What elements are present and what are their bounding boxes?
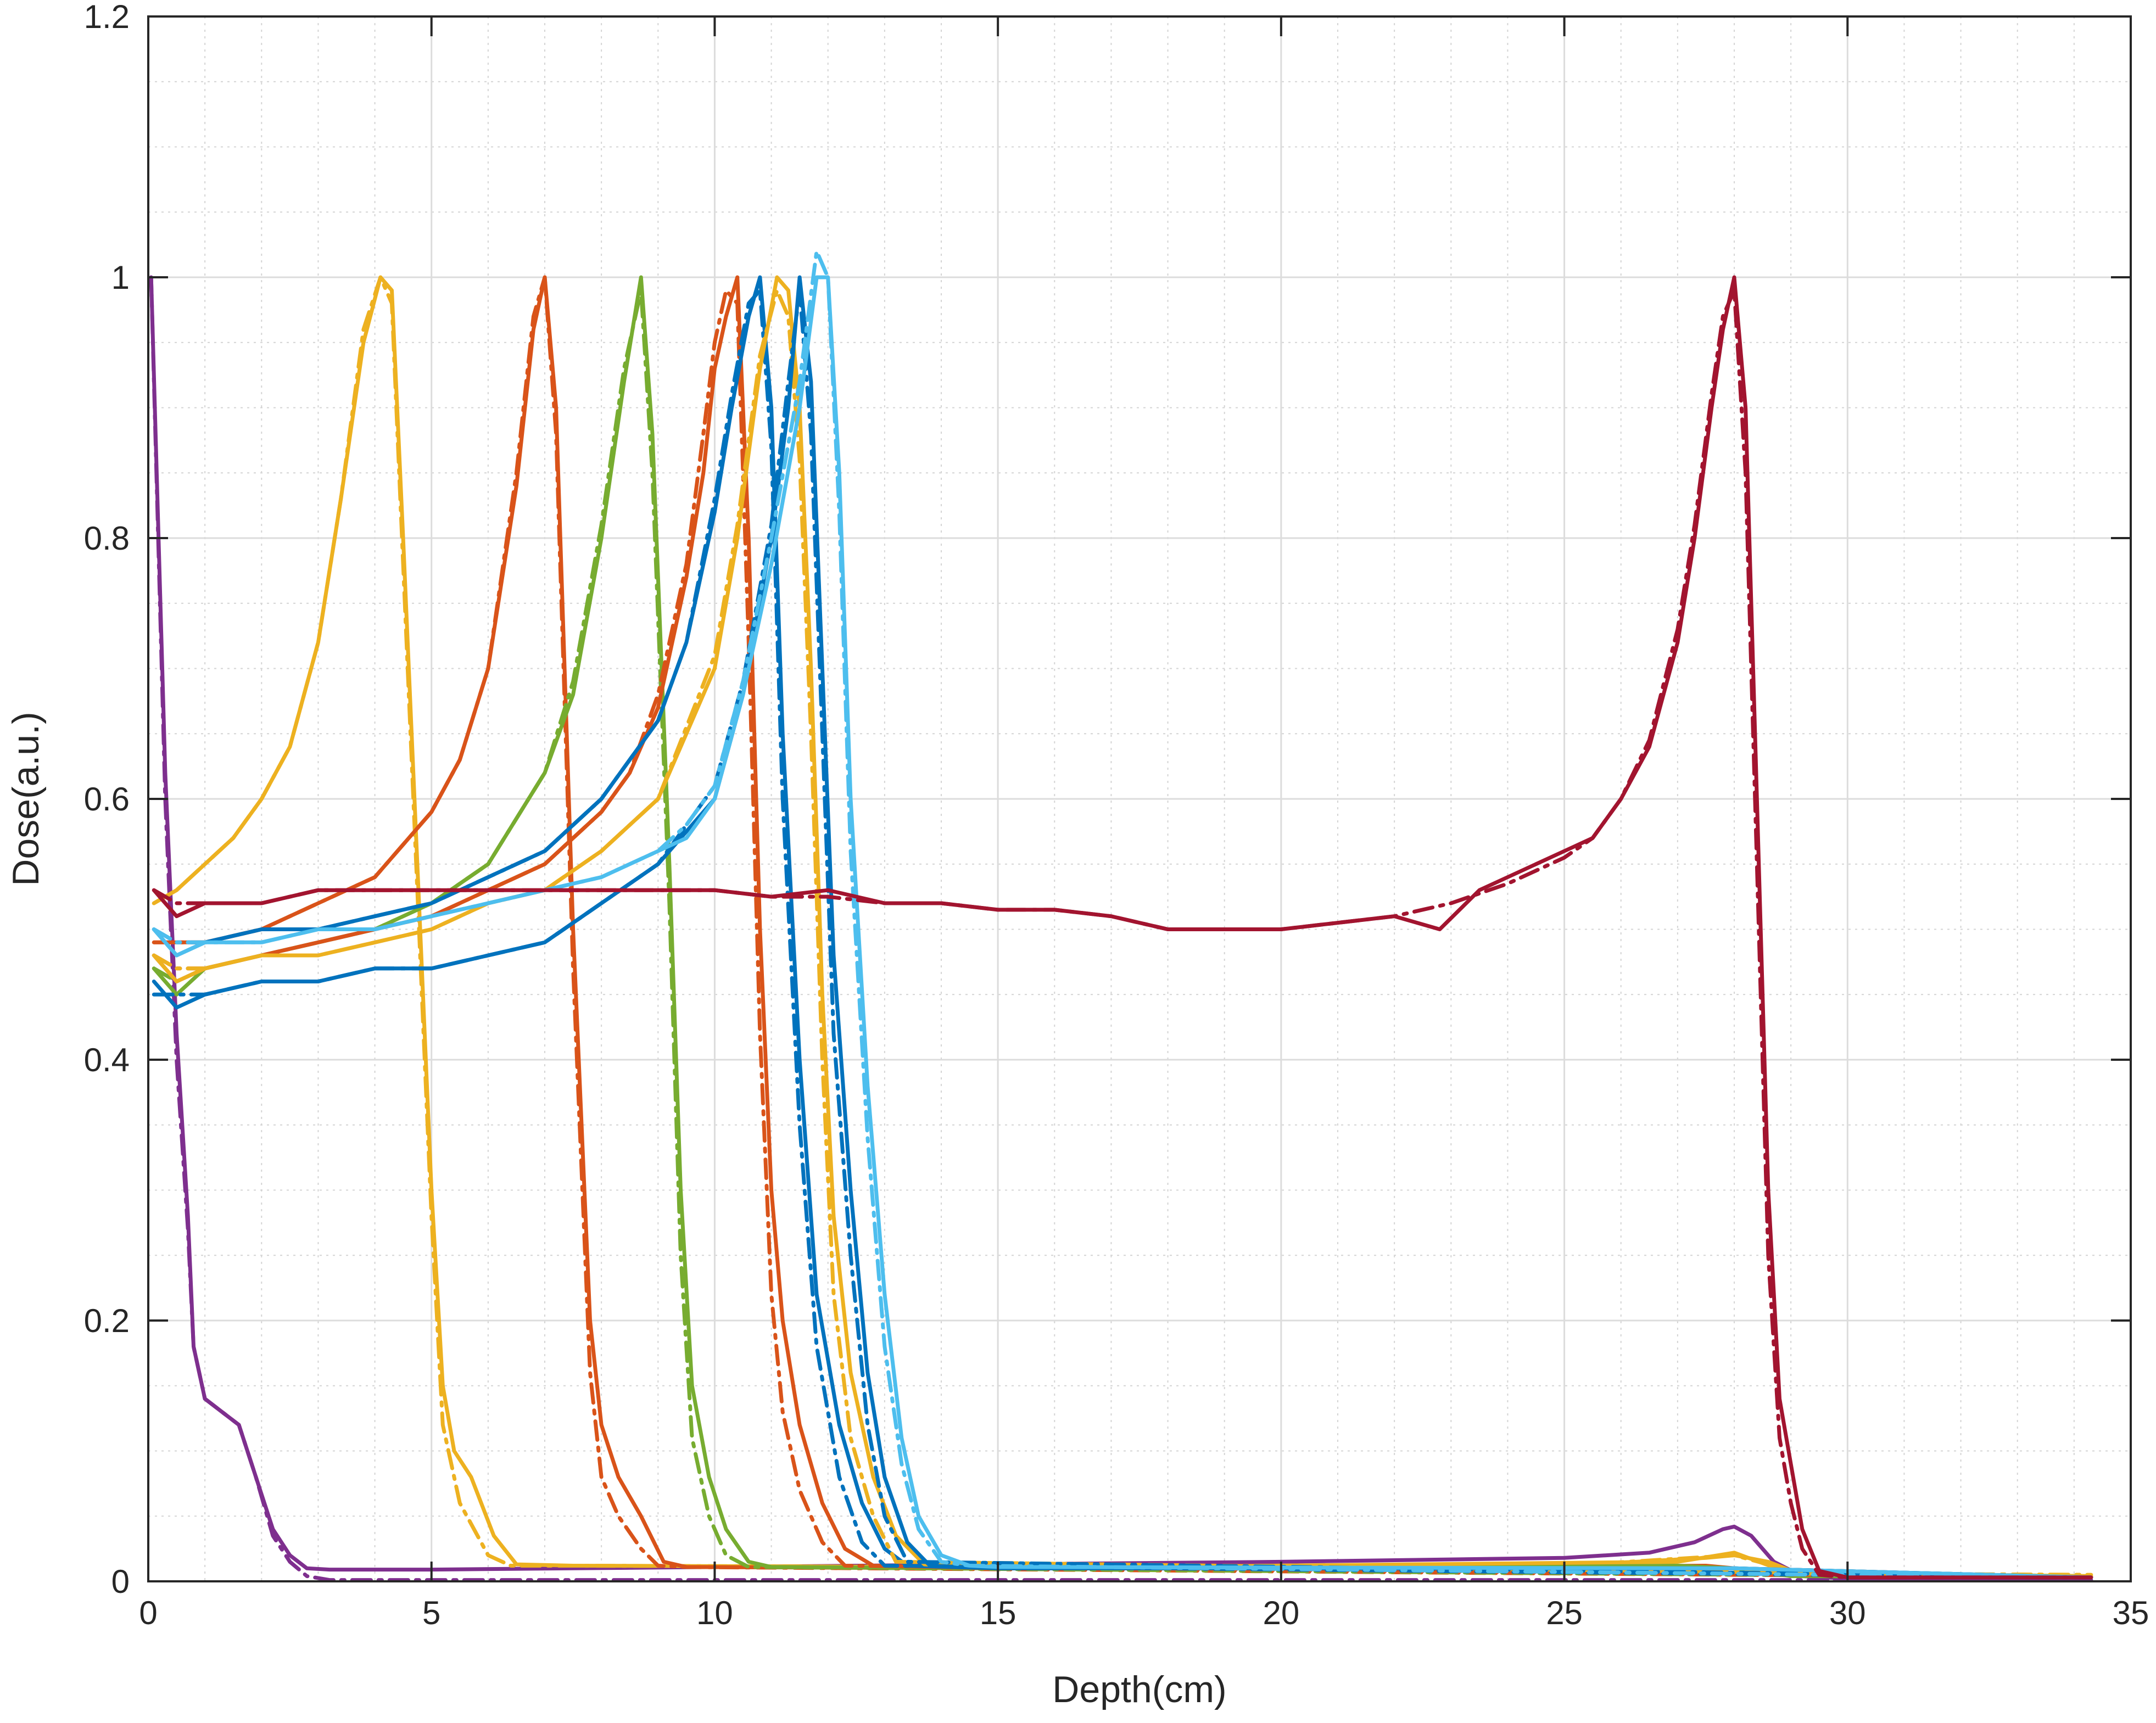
series-line-solid-18 (152, 275, 2093, 1580)
x-tick-label: 10 (696, 1595, 733, 1631)
x-tick-label: 25 (1546, 1595, 1583, 1631)
major-grid (147, 15, 2132, 1582)
series-line-solid-12 (152, 275, 2093, 1578)
x-tick-label: 30 (1829, 1595, 1866, 1631)
y-axis-title: Dose(a.u.) (5, 712, 47, 886)
y-tick-label: 0.8 (84, 520, 130, 557)
x-tick-label: 20 (1263, 1595, 1299, 1631)
minor-grid (148, 16, 2131, 1581)
y-tick-label: 0.4 (84, 1042, 130, 1078)
x-tick-label: 0 (139, 1595, 157, 1631)
y-tick-labels: 0 0.2 0.4 0.6 0.8 1 1.2 (84, 0, 130, 1600)
x-axis-title: Depth(cm) (1052, 1669, 1226, 1710)
y-tick-label: 0.6 (84, 781, 130, 818)
y-tick-label: 1.2 (84, 0, 130, 35)
series-line-dashdot-17 (152, 249, 2093, 1580)
series-line-solid-2 (152, 275, 2093, 1578)
x-tick-label: 35 (2113, 1595, 2149, 1631)
x-tick-label: 5 (422, 1595, 440, 1631)
series-layer (149, 249, 2093, 1582)
y-tick-label: 0.2 (84, 1302, 130, 1339)
series-line-dashdot-13 (152, 288, 2093, 1578)
series-line-dashdot-11 (152, 288, 2093, 1580)
y-tick-label: 0 (111, 1563, 130, 1600)
series-line-dashdot-3 (152, 275, 2093, 1577)
series-line-dashdot-9 (152, 288, 2093, 1580)
x-tick-label: 15 (980, 1595, 1016, 1631)
tick-marks (147, 15, 2132, 1582)
series-line-dashdot-5 (152, 275, 2093, 1580)
series-line-dashdot-1 (149, 275, 2093, 1582)
x-tick-labels: 0 5 10 15 20 25 30 35 (139, 1595, 2149, 1631)
series-line-dashdot-19 (152, 288, 2093, 1580)
y-tick-label: 1 (111, 259, 130, 296)
series-line-dashdot-7 (152, 288, 2093, 1580)
